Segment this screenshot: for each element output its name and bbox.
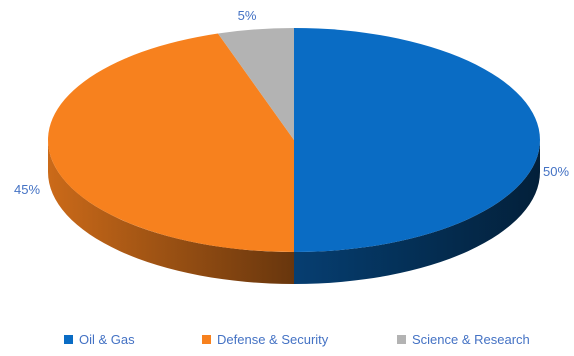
chart-legend: Oil & Gas Defense & Security Science & R…: [0, 332, 574, 352]
legend-swatch-defense-security: [202, 335, 211, 344]
pie-slice-oil-gas: [294, 28, 540, 252]
legend-item-science-research: Science & Research: [397, 332, 530, 347]
legend-label-defense-security: Defense & Security: [217, 332, 329, 347]
legend-swatch-science-research: [397, 335, 406, 344]
legend-item-oil-gas: Oil & Gas: [64, 332, 135, 347]
pie-side-oil-gas: [294, 140, 540, 284]
data-label-oil-gas: 50%: [543, 164, 569, 179]
pie-slice-science-research: [217, 28, 294, 140]
data-label-defense-security: 45%: [14, 182, 40, 197]
legend-label-oil-gas: Oil & Gas: [79, 332, 135, 347]
legend-swatch-oil-gas: [64, 335, 73, 344]
legend-item-defense-security: Defense & Security: [202, 332, 328, 347]
pie-side-defense-security: [48, 140, 294, 284]
legend-label-science-research: Science & Research: [412, 332, 530, 347]
pie-chart-svg: 50% 45% 5%: [14, 8, 569, 284]
data-label-science-research: 5%: [238, 8, 257, 23]
pie-slice-defense-security: [48, 33, 295, 252]
